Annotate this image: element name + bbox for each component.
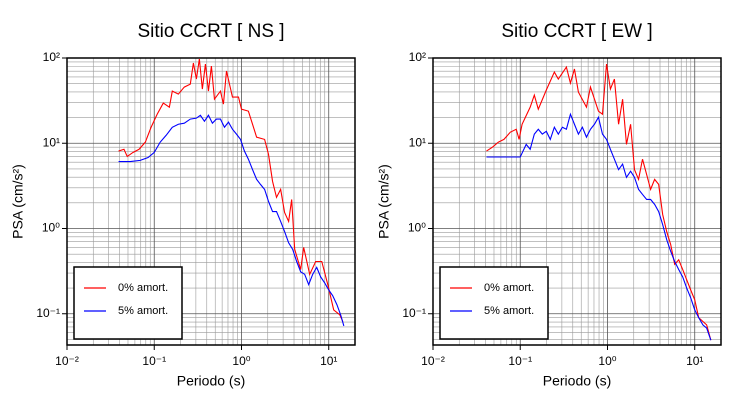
x-tick-label: 10⁰	[232, 354, 250, 368]
legend: 0% amort. 5% amort.	[439, 266, 549, 340]
series-line	[118, 114, 345, 327]
legend-label: 5% amort.	[118, 305, 168, 317]
series-line	[118, 58, 344, 322]
panel: 10⁻² 10⁻¹ 10⁰ 10¹ 10⁻¹ 10⁰ 10¹ 10² Sitio CCRT [ …	[10, 21, 356, 389]
y-tick-label: 10⁰	[408, 221, 426, 235]
y-axis-label: PSA (cm/s²)	[376, 164, 392, 239]
plot-frame	[66, 57, 356, 346]
legend-label: 5% amort.	[484, 305, 534, 317]
y-tick-label: 10⁻¹	[36, 306, 60, 320]
series-line	[486, 63, 712, 341]
x-axis-label: Periodo (s)	[177, 373, 245, 389]
x-tick-label: 10⁻¹	[508, 354, 532, 368]
chart-title: Sitio CCRT [ NS ]	[137, 21, 284, 42]
y-tick-label: 10¹	[409, 135, 426, 149]
y-tick-label: 10¹	[43, 135, 60, 149]
plot-frame	[432, 57, 722, 346]
x-tick-label: 10⁻²	[421, 354, 445, 368]
x-tick-label: 10⁻¹	[142, 354, 166, 368]
x-axis-label: Periodo (s)	[543, 373, 611, 389]
y-tick-label: 10⁰	[42, 221, 60, 235]
series-line	[486, 112, 712, 341]
legend-label: 0% amort.	[484, 282, 534, 294]
legend: 0% amort. 5% amort.	[73, 266, 183, 340]
x-tick-label: 10⁰	[598, 354, 616, 368]
chart-title: Sitio CCRT [ EW ]	[501, 21, 652, 42]
y-tick-label: 10²	[409, 50, 426, 64]
legend-label: 0% amort.	[118, 282, 168, 294]
x-tick-label: 10⁻²	[55, 354, 79, 368]
y-tick-label: 10⁻¹	[402, 306, 426, 320]
x-tick-label: 10¹	[686, 354, 703, 368]
x-tick-label: 10¹	[320, 354, 337, 368]
legend-box	[439, 266, 549, 340]
y-axis-label: PSA (cm/s²)	[10, 164, 26, 239]
legend-box	[73, 266, 183, 340]
y-tick-label: 10²	[43, 50, 60, 64]
panel: 10⁻² 10⁻¹ 10⁰ 10¹ 10⁻¹ 10⁰ 10¹ 10² Sitio CCRT [ …	[376, 21, 722, 389]
